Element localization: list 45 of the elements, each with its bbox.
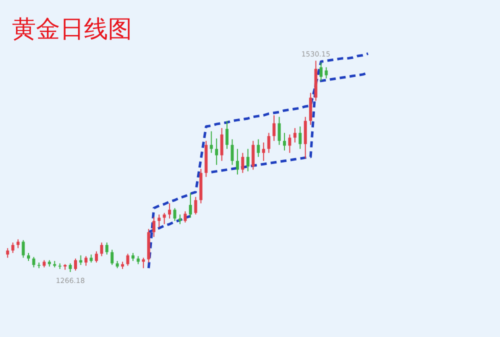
candlestick <box>74 258 78 272</box>
candlestick <box>215 138 218 166</box>
candlestick <box>162 212 166 225</box>
candlestick <box>220 128 224 162</box>
candlestick <box>324 66 328 79</box>
candlestick <box>236 148 239 176</box>
candlestick <box>158 214 161 228</box>
candlestick <box>246 148 250 172</box>
candlestick <box>304 116 307 159</box>
candlestick <box>252 140 255 170</box>
candlestick <box>152 216 156 238</box>
candlestick <box>126 253 130 266</box>
candlestick <box>278 116 281 146</box>
text: 黄金日线图 <box>12 15 132 43</box>
candlestick <box>79 254 82 266</box>
candlestick <box>142 257 145 269</box>
candlestick <box>94 250 98 264</box>
candlestick <box>230 138 234 166</box>
candlestick <box>262 142 266 162</box>
candlestick <box>84 256 88 266</box>
candlestick <box>188 192 192 218</box>
candlestick <box>293 128 296 143</box>
candlestick <box>320 62 323 82</box>
candlestick <box>241 152 244 174</box>
candlestick <box>168 202 172 220</box>
candlestick <box>100 242 104 257</box>
candlestick <box>194 196 198 216</box>
candlestick <box>32 256 36 268</box>
candlestick <box>309 92 312 126</box>
candlestick <box>226 120 229 150</box>
candlestick <box>272 114 276 142</box>
candlestick <box>105 242 108 256</box>
candlestick <box>11 242 14 254</box>
candlestick <box>173 208 176 222</box>
candlestick <box>282 132 286 151</box>
candlestick <box>288 134 292 154</box>
candlestick <box>256 138 260 158</box>
candlestick <box>110 249 114 266</box>
candlestick <box>210 130 213 154</box>
candlestick <box>184 210 187 224</box>
candlestick <box>178 214 182 225</box>
candlestick <box>267 132 270 154</box>
candlestick <box>298 126 302 150</box>
candlestick <box>6 248 10 258</box>
candlestick <box>22 240 25 258</box>
